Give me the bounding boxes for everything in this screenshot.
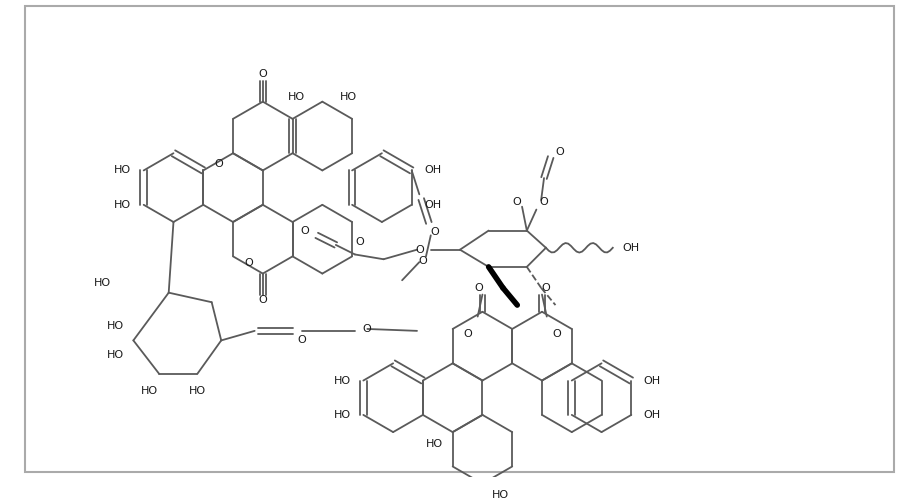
Text: OH: OH — [424, 200, 441, 210]
Text: O: O — [419, 256, 427, 266]
Text: OH: OH — [643, 410, 661, 420]
Text: O: O — [258, 295, 267, 305]
Text: O: O — [258, 69, 267, 79]
Text: HO: HO — [114, 165, 131, 175]
Text: HO: HO — [334, 375, 351, 385]
Text: HO: HO — [288, 92, 305, 102]
Text: O: O — [539, 197, 548, 207]
Text: HO: HO — [339, 92, 357, 102]
Text: O: O — [555, 147, 564, 157]
Text: O: O — [298, 336, 306, 346]
Text: HO: HO — [114, 200, 131, 210]
Text: O: O — [214, 158, 223, 168]
Text: OH: OH — [424, 165, 441, 175]
Text: O: O — [363, 324, 371, 334]
Text: O: O — [356, 237, 364, 247]
Text: OH: OH — [622, 243, 640, 253]
Text: O: O — [244, 258, 253, 268]
Text: HO: HO — [492, 490, 509, 498]
Text: HO: HO — [107, 350, 124, 360]
Text: HO: HO — [334, 410, 351, 420]
Text: O: O — [431, 228, 439, 238]
FancyBboxPatch shape — [26, 6, 893, 472]
Text: O: O — [301, 226, 309, 236]
Text: O: O — [464, 329, 472, 339]
Text: OH: OH — [643, 375, 661, 385]
Text: O: O — [513, 197, 521, 207]
Text: HO: HO — [95, 278, 111, 288]
Text: HO: HO — [107, 321, 124, 331]
Text: HO: HO — [426, 439, 443, 449]
Text: O: O — [552, 329, 561, 339]
Text: O: O — [474, 283, 483, 293]
Text: O: O — [415, 245, 424, 254]
Text: HO: HO — [141, 386, 158, 396]
Text: O: O — [541, 283, 550, 293]
Text: HO: HO — [188, 386, 206, 396]
